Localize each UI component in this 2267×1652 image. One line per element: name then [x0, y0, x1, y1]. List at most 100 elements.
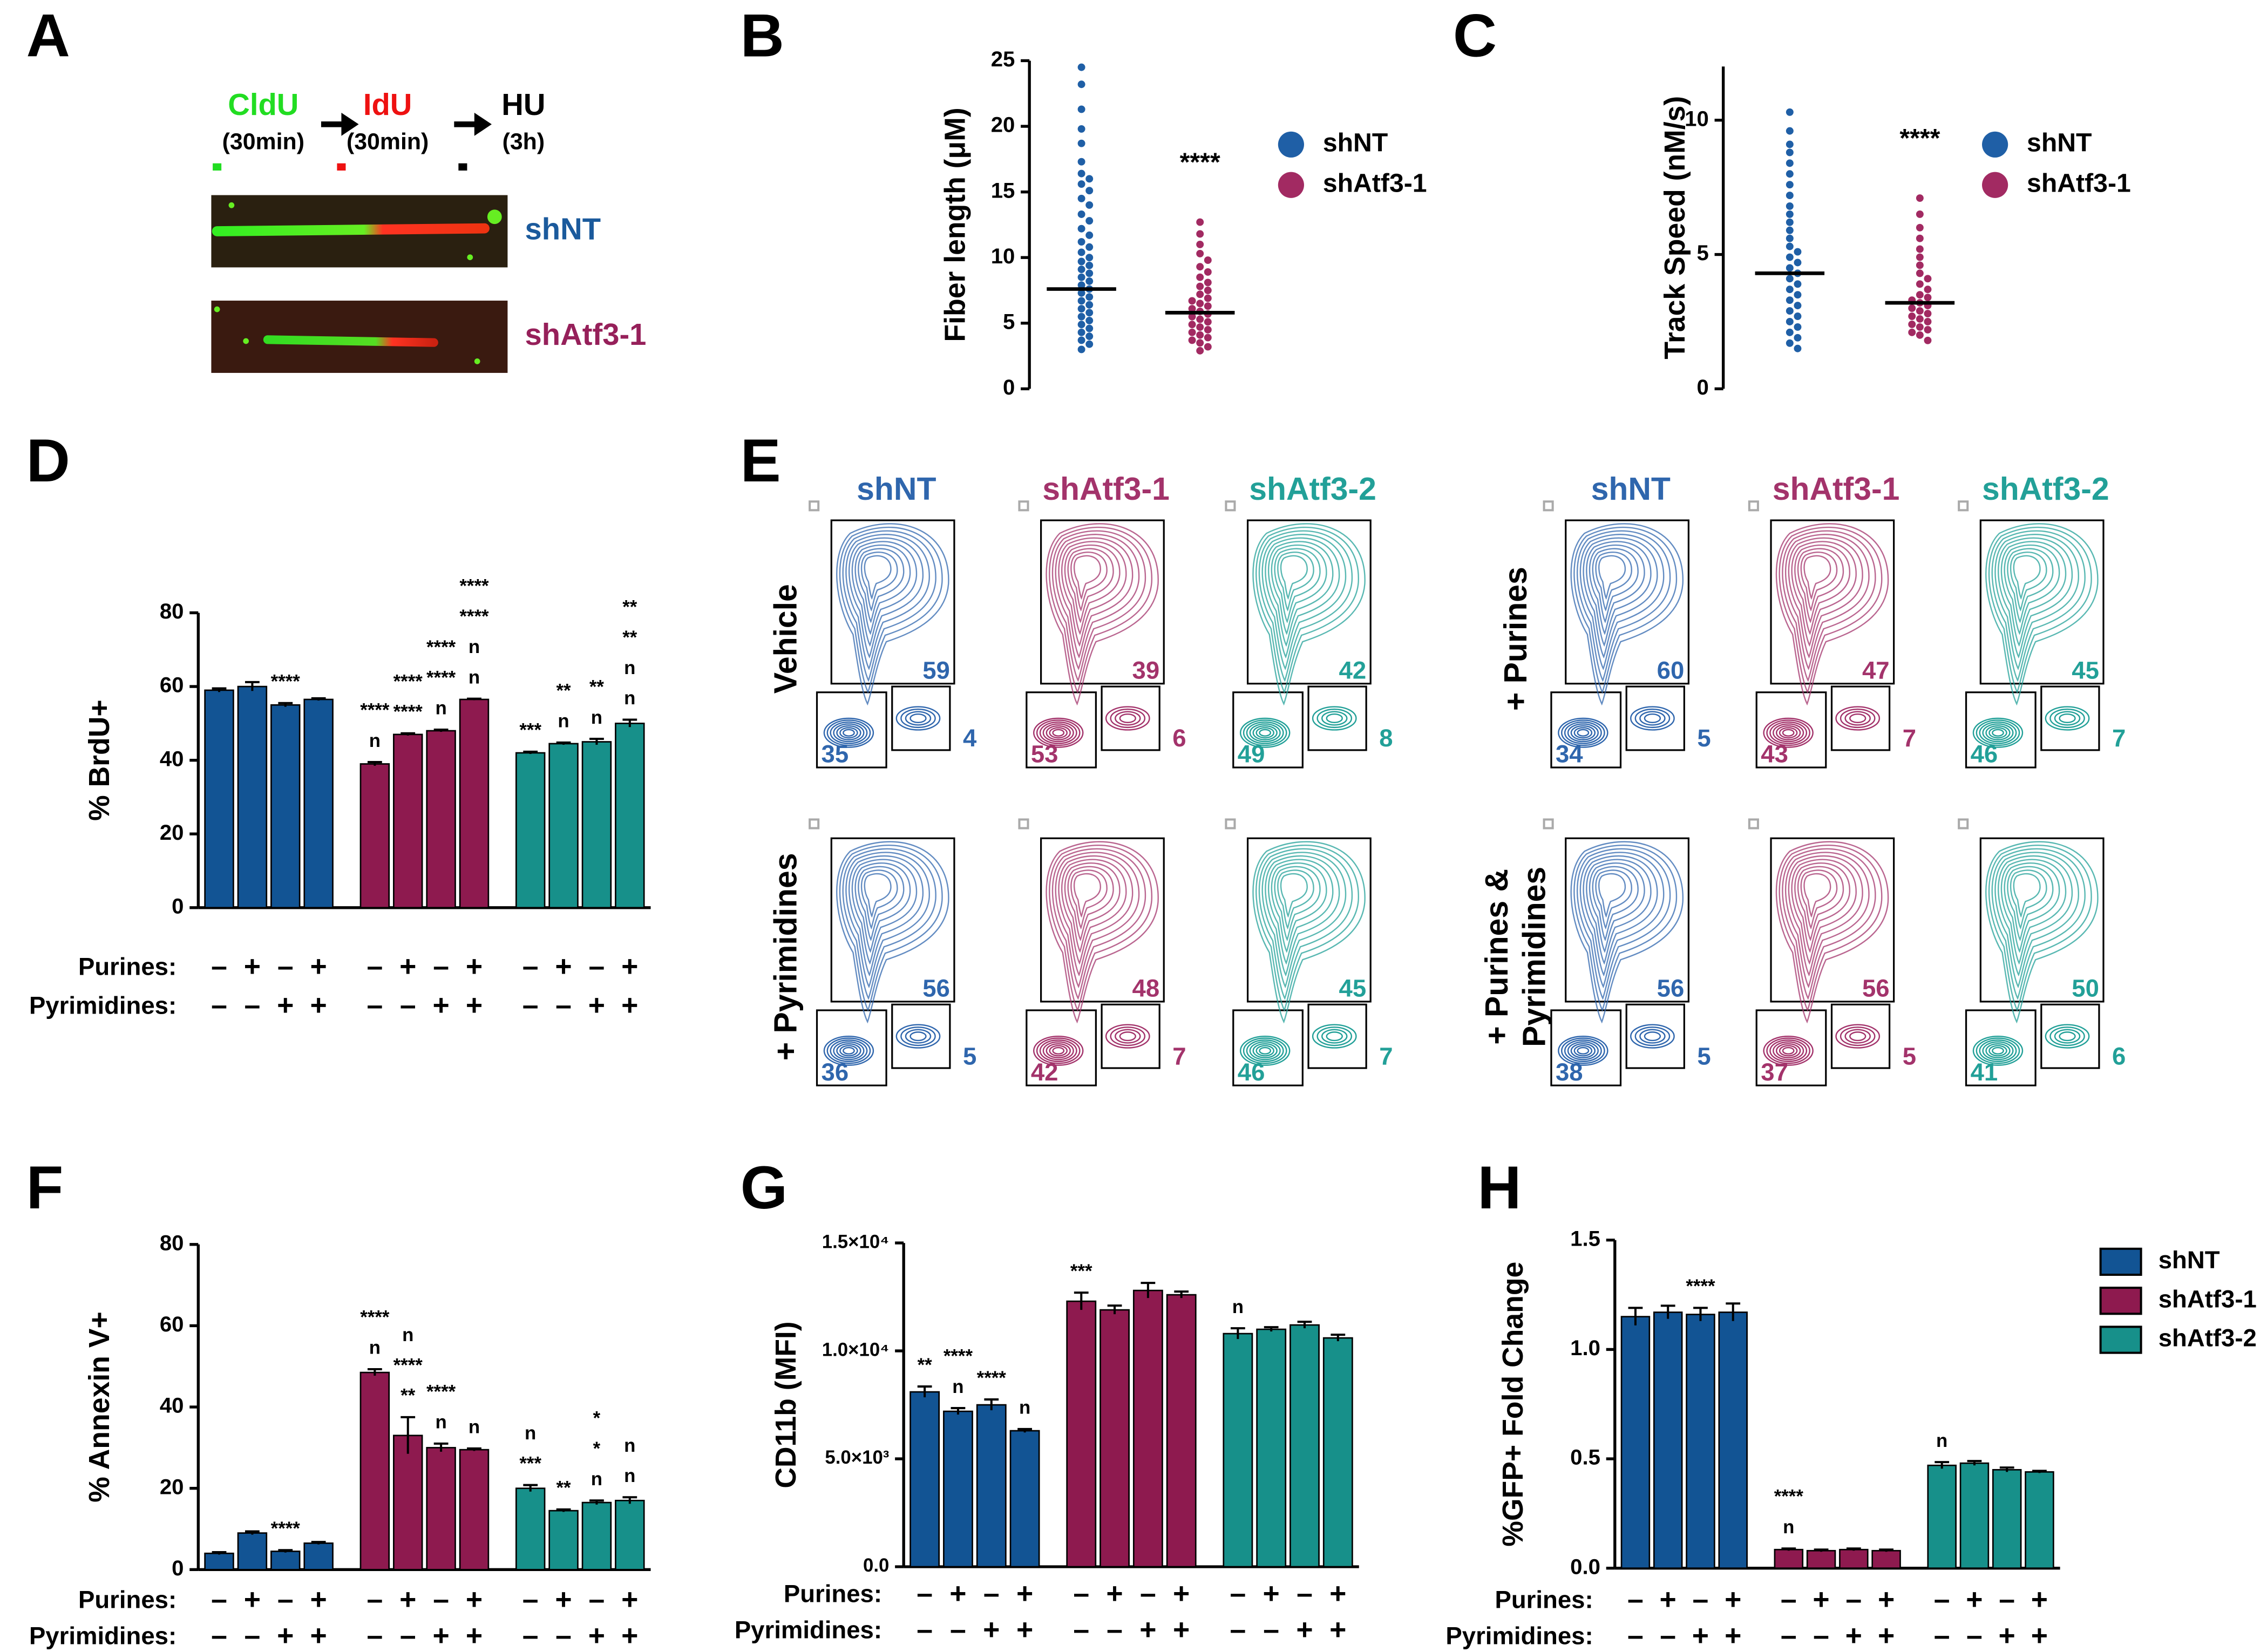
- condition-sign: +: [310, 950, 327, 982]
- gate-box: [1101, 685, 1160, 751]
- significance: n: [558, 711, 569, 732]
- condition-sign: –: [1107, 1614, 1123, 1646]
- condition-sign: +: [1725, 1583, 1741, 1615]
- gate-box: [1965, 691, 2037, 769]
- contour-plot: 45 46 7: [1958, 500, 2126, 769]
- dot: [1916, 261, 1924, 269]
- contour: [2004, 544, 2060, 635]
- dot: [1085, 324, 1094, 332]
- bar: [1620, 1316, 1651, 1569]
- gate-value: 60: [1657, 656, 1685, 684]
- gate-box: [1550, 691, 1622, 769]
- condition-sign: –: [1813, 1620, 1829, 1651]
- contour: [1992, 1046, 2004, 1055]
- condition-sign: –: [1845, 1583, 1862, 1615]
- gate-box: [1246, 519, 1372, 685]
- dot: [1077, 169, 1085, 178]
- bar: [581, 1501, 612, 1571]
- significance: ****: [459, 576, 489, 597]
- significance: ****: [393, 702, 423, 723]
- significance: ****: [271, 1518, 301, 1539]
- gate-value: 50: [2072, 974, 2099, 1002]
- condition-sign: –: [277, 1583, 294, 1615]
- bar: [1686, 1314, 1715, 1569]
- contour: [1570, 523, 1684, 706]
- significance: n: [435, 1412, 446, 1433]
- contour: [1766, 1037, 1810, 1064]
- contour: [1576, 848, 1671, 1000]
- bar: [515, 752, 546, 909]
- contour: [1064, 544, 1121, 635]
- gate-box: [1026, 1009, 1097, 1086]
- condition-sign: +: [949, 1578, 966, 1610]
- bar: [1132, 1289, 1163, 1568]
- contour: [1036, 719, 1081, 746]
- bar: [426, 730, 456, 909]
- contour: [1797, 548, 1844, 623]
- dot: [1794, 334, 1802, 342]
- contour: [1110, 708, 1146, 729]
- gate-box: [1307, 1003, 1367, 1069]
- contour: [1265, 855, 1340, 977]
- condition-sign: +: [1329, 1578, 1346, 1610]
- contour: [1988, 727, 2007, 739]
- contour: [842, 530, 936, 682]
- dot: [1204, 256, 1212, 264]
- gate-box: [1830, 685, 1891, 751]
- significance: n: [435, 698, 446, 719]
- dot: [1077, 266, 1085, 274]
- dot: [1085, 293, 1094, 301]
- significance: *: [593, 1438, 601, 1459]
- contour: [1998, 537, 2073, 659]
- y-tick-label: 80: [160, 599, 184, 623]
- dot: [1196, 263, 1204, 271]
- condition-sign: +: [621, 1620, 638, 1651]
- contour: [1249, 723, 1281, 743]
- contour: [1803, 873, 1831, 918]
- contour: [1115, 711, 1141, 726]
- significance: n: [591, 707, 602, 728]
- contour: [1644, 713, 1661, 723]
- contour: [858, 548, 905, 623]
- contour: [1246, 721, 1284, 744]
- significance: ***: [519, 720, 541, 741]
- contour: [1797, 866, 1844, 941]
- condition-sign: –: [555, 990, 572, 1022]
- condition-sign: +: [1016, 1578, 1033, 1610]
- condition-label: Purines:: [1495, 1586, 1593, 1613]
- condition-sign: +: [399, 950, 416, 982]
- condition-sign: +: [1999, 1620, 2015, 1651]
- y-tick-label: 0: [1003, 375, 1015, 399]
- contour: [1586, 541, 1652, 647]
- pulse-marker: [337, 163, 346, 171]
- condition-sign: +: [1813, 1583, 1829, 1615]
- significance: ****: [944, 1346, 973, 1367]
- dot: [1786, 181, 1794, 189]
- contour: [842, 848, 936, 1000]
- contour: [1773, 723, 1804, 743]
- contour: [836, 841, 949, 1024]
- contour: [1763, 717, 1814, 748]
- panel-letter: H: [1477, 1153, 1521, 1221]
- gate-value: 45: [2072, 656, 2099, 684]
- bar: [909, 1391, 940, 1568]
- contour: [1583, 537, 1658, 659]
- contour-plot: 45 46 7: [1225, 818, 1393, 1086]
- condition-sign: +: [244, 950, 261, 982]
- contour: [905, 1029, 932, 1044]
- dot: [1188, 305, 1196, 313]
- contour: [823, 717, 874, 748]
- contour: [1277, 869, 1314, 930]
- condition-sign: –: [211, 990, 227, 1022]
- gate-value: 56: [1657, 974, 1685, 1002]
- y-tick-label: 1.0×10⁴: [822, 1339, 890, 1360]
- condition-sign: –: [522, 990, 539, 1022]
- gate-value: 42: [1031, 1058, 1058, 1086]
- significance: ****: [360, 700, 390, 721]
- dot: [1085, 301, 1094, 309]
- panel-letter: A: [26, 2, 70, 70]
- condition-sign: +: [2031, 1620, 2048, 1651]
- bar: [359, 1371, 390, 1571]
- contour: [1782, 729, 1795, 737]
- contour: [1259, 1046, 1272, 1055]
